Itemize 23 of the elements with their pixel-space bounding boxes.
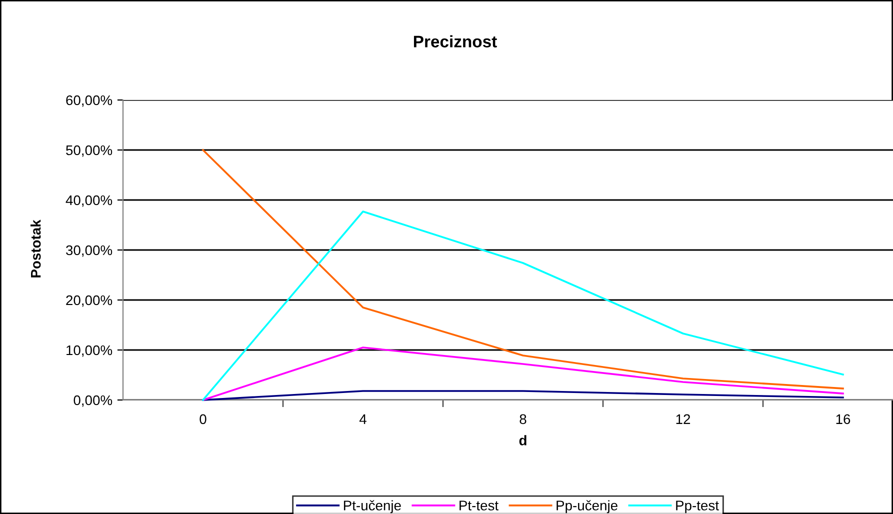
y-tick-label: 40,00% <box>66 195 112 207</box>
y-tick-label: 30,00% <box>66 245 112 257</box>
line-series <box>202 390 844 401</box>
chart-title: Preciznost <box>414 35 497 48</box>
y-tick-label: 50,00% <box>66 145 112 157</box>
x-tick-label: 8 <box>520 414 526 424</box>
y-tick-label: 0,00% <box>74 395 112 407</box>
legend-label: Pt-test <box>460 500 498 510</box>
legend-label: Pp-učenje <box>556 500 618 514</box>
legend-label: Pp-test <box>676 500 719 514</box>
x-axis-title: d <box>519 435 526 446</box>
legend-label: Pt-učenje <box>344 500 401 514</box>
x-tick-label: 0 <box>200 414 206 424</box>
y-axis-title: Postotak <box>30 220 41 278</box>
x-tick-label: 4 <box>359 414 366 424</box>
line-series <box>202 346 844 401</box>
y-tick-label: 20,00% <box>66 295 112 307</box>
y-tick-label: 60,00% <box>66 95 112 107</box>
line-series <box>202 149 844 390</box>
x-tick-label: 16 <box>836 414 850 424</box>
y-tick-label: 10,00% <box>66 345 112 357</box>
line-series <box>202 210 844 401</box>
x-tick-label: 12 <box>676 414 690 424</box>
